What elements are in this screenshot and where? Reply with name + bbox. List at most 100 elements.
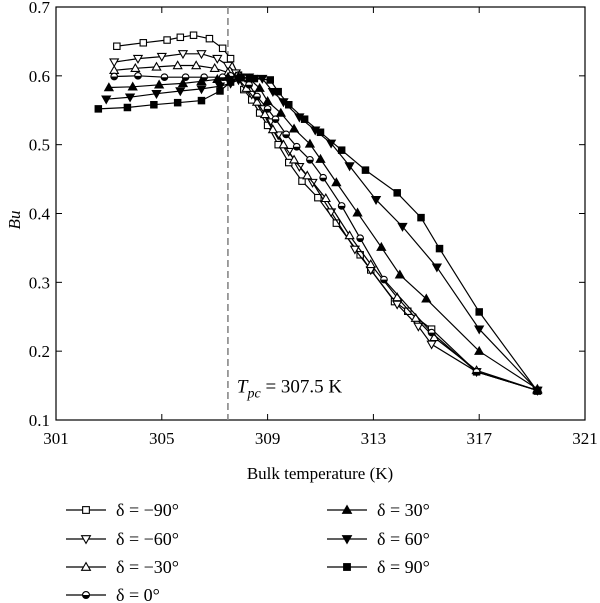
tpc-annotation-subscript: pc bbox=[247, 386, 262, 401]
series-line bbox=[108, 75, 538, 390]
x-tick-label: 305 bbox=[149, 429, 175, 448]
legend-label: δ = 90° bbox=[377, 557, 430, 577]
data-point bbox=[325, 139, 337, 149]
data-point bbox=[150, 100, 158, 109]
data-point bbox=[109, 58, 120, 68]
data-point-fill bbox=[282, 134, 290, 138]
x-tick-label: 317 bbox=[466, 429, 492, 448]
data-point bbox=[191, 60, 202, 70]
data-point bbox=[251, 96, 263, 106]
legend-label: δ = 60° bbox=[377, 529, 430, 549]
legend-label: δ = −30° bbox=[116, 557, 179, 577]
series-line bbox=[114, 64, 538, 391]
data-point bbox=[124, 93, 136, 103]
data-point bbox=[370, 196, 382, 206]
data-point bbox=[103, 82, 115, 92]
legend-item: δ = 0° bbox=[66, 585, 160, 603]
data-point bbox=[226, 54, 235, 63]
series-4 bbox=[103, 71, 543, 393]
data-point bbox=[426, 340, 437, 350]
data-point bbox=[250, 74, 259, 83]
data-point bbox=[222, 61, 234, 71]
data-point bbox=[474, 325, 485, 335]
data-point bbox=[475, 308, 483, 316]
data-point bbox=[352, 207, 363, 217]
x-axis-label: Bulk temperature (K) bbox=[247, 464, 393, 483]
tpc-annotation-prefix: T bbox=[237, 376, 249, 397]
data-point bbox=[394, 269, 405, 279]
data-point-fill bbox=[110, 76, 118, 80]
data-point bbox=[259, 109, 271, 119]
data-point bbox=[123, 103, 132, 112]
data-point bbox=[212, 54, 223, 64]
data-point-fill bbox=[272, 119, 279, 123]
data-point bbox=[298, 177, 306, 185]
data-point bbox=[316, 128, 325, 137]
data-point bbox=[218, 44, 227, 53]
series-6 bbox=[94, 73, 542, 395]
data-point bbox=[300, 115, 309, 123]
data-point bbox=[349, 245, 361, 255]
data-point bbox=[302, 170, 313, 180]
legend: δ = −90° δ = −60° δ = −30° δ = 0° δ = 30° δ =… bbox=[66, 500, 430, 603]
data-point bbox=[275, 107, 286, 117]
data-point bbox=[361, 166, 370, 174]
data-point-fill bbox=[306, 159, 314, 164]
data-point bbox=[533, 387, 542, 395]
data-point bbox=[431, 263, 443, 273]
legend-item: δ = −60° bbox=[66, 529, 179, 549]
series-0 bbox=[113, 31, 542, 395]
data-point-fill bbox=[264, 108, 271, 113]
data-point bbox=[376, 241, 387, 251]
data-point bbox=[320, 193, 331, 203]
data-point bbox=[196, 85, 207, 95]
data-point-fill bbox=[245, 84, 253, 89]
data-point bbox=[274, 87, 282, 96]
data-point bbox=[417, 213, 425, 222]
series-2 bbox=[109, 60, 543, 395]
data-point bbox=[177, 50, 189, 60]
data-point bbox=[474, 345, 485, 355]
data-point bbox=[196, 50, 207, 60]
data-point bbox=[101, 95, 112, 105]
data-point bbox=[344, 162, 355, 172]
data-point bbox=[189, 31, 198, 39]
data-point bbox=[196, 76, 207, 86]
data-point-fill bbox=[473, 371, 480, 376]
data-point bbox=[262, 95, 273, 106]
y-axis-ticks: 0.1 0.2 0.3 0.4 0.5 0.6 0.7 bbox=[29, 0, 585, 430]
data-point bbox=[82, 506, 90, 514]
data-point-fill bbox=[428, 332, 435, 336]
data-point-fill bbox=[319, 177, 327, 182]
data-point-fill bbox=[338, 205, 345, 210]
data-point bbox=[413, 322, 424, 332]
data-point bbox=[154, 79, 165, 89]
data-point bbox=[214, 82, 226, 92]
data-point bbox=[421, 293, 432, 303]
data-point bbox=[266, 76, 274, 84]
data-point bbox=[278, 139, 289, 149]
data-point-fill bbox=[134, 75, 142, 80]
legend-item: δ = 60° bbox=[327, 529, 430, 549]
data-point-fill bbox=[161, 77, 168, 81]
y-axis-label: Bu bbox=[5, 211, 24, 230]
data-point bbox=[209, 62, 220, 72]
series-line bbox=[114, 74, 538, 391]
x-tick-label: 309 bbox=[255, 429, 281, 448]
data-point bbox=[176, 33, 185, 42]
legend-label: δ = 0° bbox=[116, 585, 160, 603]
data-point bbox=[365, 259, 376, 269]
legend-label: δ = 30° bbox=[377, 500, 430, 520]
data-point bbox=[216, 87, 224, 95]
data-point bbox=[205, 34, 214, 43]
data-point bbox=[315, 153, 326, 163]
data-point bbox=[288, 154, 300, 164]
data-point bbox=[132, 54, 144, 64]
data-point bbox=[80, 535, 92, 545]
y-tick-label: 0.5 bbox=[29, 136, 50, 155]
data-point bbox=[341, 504, 353, 514]
tpc-annotation-value: = 307.5 K bbox=[261, 376, 343, 397]
data-point bbox=[177, 78, 189, 88]
y-tick-label: 0.2 bbox=[29, 342, 50, 361]
